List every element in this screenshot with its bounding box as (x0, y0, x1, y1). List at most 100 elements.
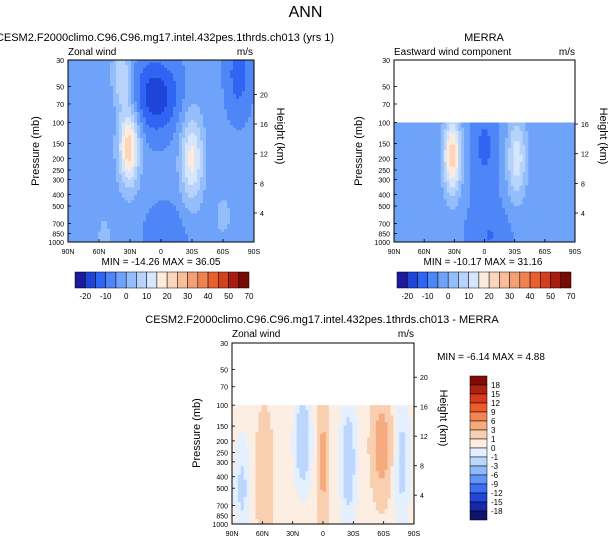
model-field-cell (155, 130, 159, 134)
model-field-cell (152, 234, 156, 238)
model-field-cell (122, 184, 126, 188)
model-field-cell (185, 205, 189, 209)
model-field-cell (248, 148, 252, 152)
model-field-cell (80, 96, 84, 100)
model-lat-tick-label: 90N (62, 249, 75, 256)
model-field-cell (128, 93, 132, 97)
model-field-cell (197, 234, 201, 238)
model-field-cell (212, 70, 216, 74)
model-field-cell (140, 234, 144, 238)
merra-field-cell (455, 124, 459, 127)
model-field-cell (122, 179, 126, 183)
model-field-cell (194, 93, 198, 97)
model-field-cell (209, 91, 213, 95)
model-field-cell (197, 80, 201, 84)
model-field-cell (95, 216, 99, 220)
model-field-cell (125, 135, 129, 139)
model-field-cell (101, 153, 105, 157)
model-field-cell (89, 60, 93, 64)
model-field-cell (86, 205, 90, 209)
model-field-cell (185, 143, 189, 147)
model-field-cell (92, 161, 96, 165)
model-field-cell (176, 101, 180, 105)
model-field-cell (71, 226, 75, 230)
model-field-cell (200, 177, 204, 181)
model-field-cell (188, 223, 192, 227)
merra-field-cell (434, 136, 439, 139)
model-field-cell (152, 151, 156, 155)
model-field-cell (200, 96, 204, 100)
model-field-cell (209, 179, 213, 183)
model-field-cell (173, 218, 177, 222)
model-field-cell (209, 197, 213, 201)
model-field-cell (158, 75, 162, 79)
model-field-cell (191, 132, 195, 136)
model-field-cell (158, 179, 162, 183)
model-field-cell (152, 229, 156, 233)
merra-field-cell (414, 131, 418, 134)
model-field-cell (167, 93, 171, 97)
model-field-cell (158, 229, 162, 233)
model-field-cell (230, 226, 234, 230)
model-field-cell (143, 236, 147, 240)
model-field-cell (77, 86, 81, 90)
model-field-cell (68, 234, 72, 238)
model-field-cell (182, 203, 186, 207)
model-field-cell (134, 200, 138, 204)
model-field-cell (239, 119, 243, 123)
model-field-cell (194, 127, 198, 131)
model-field-cell (221, 171, 225, 175)
model-field-cell (128, 130, 132, 134)
model-field-cell (251, 190, 254, 194)
model-field-cell (167, 101, 171, 105)
merra-field-cell (487, 129, 491, 132)
model-field-cell (242, 151, 246, 155)
model-field-cell (161, 130, 165, 134)
model-field-cell (137, 80, 141, 84)
model-field-cell (215, 106, 219, 110)
model-field-cell (107, 179, 111, 183)
model-field-cell (230, 78, 234, 82)
model-field-cell (185, 221, 189, 225)
model-field-cell (116, 169, 120, 173)
model-field-cell (98, 122, 102, 126)
model-field-cell (197, 164, 201, 168)
model-field-cell (119, 236, 123, 240)
model-field-cell (173, 213, 177, 217)
model-field-cell (182, 67, 186, 71)
model-field-cell (239, 62, 243, 66)
merra-field-cell (440, 134, 445, 137)
model-field-cell (167, 60, 171, 64)
model-field-cell (209, 213, 213, 217)
model-field-cell (98, 114, 102, 118)
model-field-cell (86, 132, 90, 136)
model-field-cell (83, 99, 87, 103)
model-field-cell (101, 80, 105, 84)
merra-field-cell (539, 129, 544, 132)
model-field-cell (116, 101, 120, 105)
model-field-cell (164, 114, 168, 118)
model-field-cell (140, 88, 144, 92)
merra-field-cell (513, 136, 518, 139)
model-field-cell (155, 122, 159, 126)
merra-field-cell (481, 132, 486, 136)
merra-field-cell (499, 131, 503, 134)
model-field-cell (134, 127, 138, 131)
model-field-cell (92, 200, 96, 204)
model-field-cell (122, 143, 126, 147)
model-field-cell (164, 106, 168, 110)
model-field-cell (170, 143, 174, 147)
model-field-cell (242, 231, 246, 235)
model-field-cell (71, 101, 75, 105)
model-field-cell (113, 140, 117, 144)
model-field-cell (245, 174, 249, 178)
model-field-cell (83, 138, 87, 142)
model-field-cell (89, 161, 93, 165)
model-field-cell (239, 174, 243, 178)
model-field-cell (188, 138, 192, 142)
model-field-cell (101, 109, 105, 113)
model-field-cell (179, 210, 183, 214)
model-field-cell (203, 148, 207, 152)
model-field-cell (245, 73, 249, 77)
model-field-cell (116, 65, 120, 69)
